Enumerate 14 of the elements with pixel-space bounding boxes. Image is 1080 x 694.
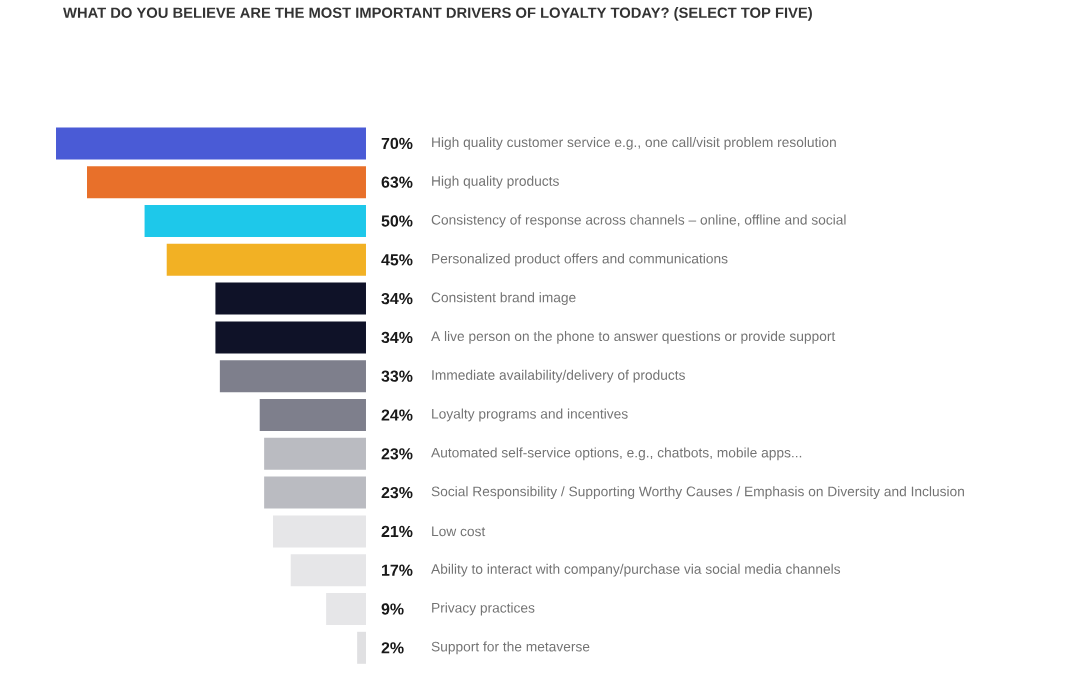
bar	[272, 515, 366, 548]
bar	[215, 321, 366, 354]
bar	[144, 205, 366, 237]
bar	[219, 360, 366, 393]
bar	[166, 243, 366, 276]
bar	[326, 593, 366, 626]
bar	[357, 631, 366, 664]
bar	[56, 127, 366, 160]
bar	[259, 399, 366, 432]
bar	[87, 166, 366, 199]
bar	[290, 554, 366, 587]
bar	[215, 282, 366, 315]
bar	[264, 476, 366, 509]
bar	[264, 437, 366, 470]
